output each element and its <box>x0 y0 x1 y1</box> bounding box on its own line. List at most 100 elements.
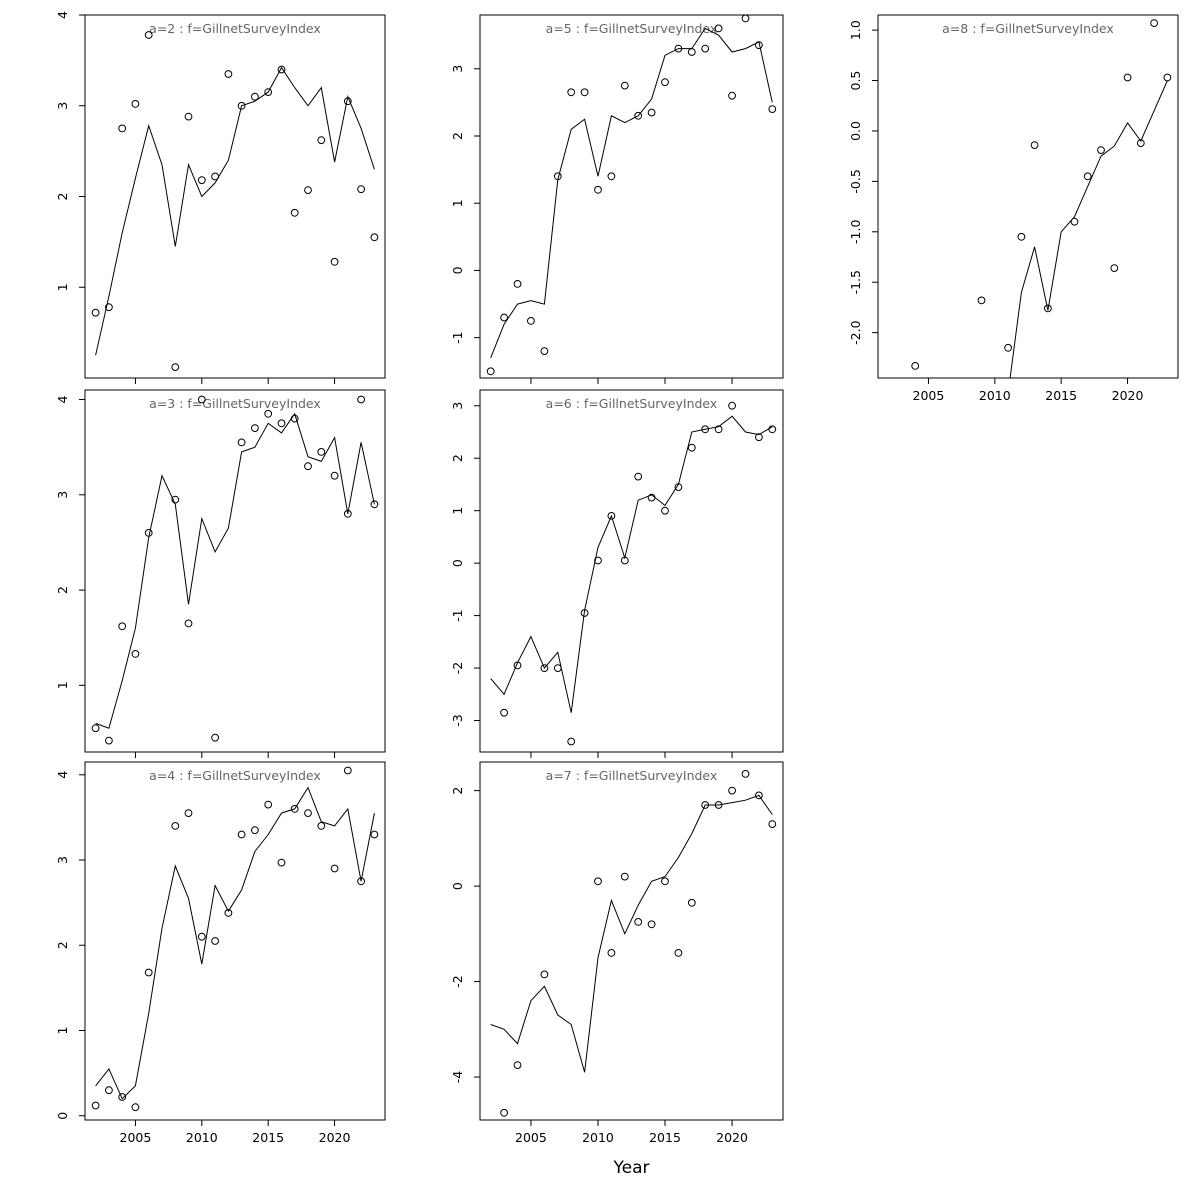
data-point <box>607 512 616 520</box>
data-point <box>1110 264 1119 273</box>
data-point <box>264 800 273 809</box>
data-point <box>768 105 777 113</box>
data-point <box>1083 172 1092 181</box>
data-point <box>486 367 495 376</box>
data-point <box>540 347 549 356</box>
x-axis-title: Year <box>613 1158 650 1178</box>
x-tick-label: 2010 <box>186 1130 218 1145</box>
data-point <box>594 877 602 886</box>
data-point <box>290 208 299 217</box>
data-point <box>144 968 153 977</box>
x-tick-label: 2005 <box>515 1130 547 1145</box>
data-point <box>131 100 140 108</box>
y-tick-label: 4 <box>55 771 70 779</box>
data-point <box>304 462 312 471</box>
data-point <box>184 619 193 628</box>
y-tick-label: 0 <box>450 559 465 567</box>
data-point <box>251 826 259 835</box>
data-point <box>755 41 763 50</box>
y-tick-label: 1 <box>55 283 70 291</box>
data-point <box>1017 232 1026 241</box>
data-point <box>728 401 737 410</box>
data-point <box>91 308 100 317</box>
data-point <box>118 124 127 133</box>
plot-box <box>84 14 386 379</box>
data-point <box>701 425 710 434</box>
y-tick-label: 0 <box>450 882 465 890</box>
data-point <box>741 770 750 778</box>
y-tick-label: 2 <box>55 193 70 201</box>
data-point <box>1123 73 1132 82</box>
data-point <box>661 78 669 87</box>
data-point <box>211 733 220 742</box>
y-tick-label: -2 <box>450 662 465 674</box>
x-tick-label: 2015 <box>252 1130 284 1145</box>
data-point <box>357 877 366 886</box>
data-point <box>620 872 629 881</box>
panel-title: a=8 : f=GillnetSurveyIndex <box>942 21 1114 36</box>
data-point <box>237 101 246 110</box>
data-point <box>567 737 576 746</box>
data-point <box>500 1108 508 1117</box>
data-point <box>741 14 750 23</box>
data-point <box>105 303 113 312</box>
data-point <box>607 949 616 957</box>
data-point <box>251 424 259 432</box>
panel-svg: -3 -2 -1 0 1 2 3 a=6 : f=GillnetSurveyIndex <box>450 389 784 758</box>
data-point <box>304 809 312 817</box>
y-tick-label: -1.0 <box>848 220 863 244</box>
data-point <box>728 91 737 100</box>
data-point <box>661 506 669 515</box>
y-tick-label: -4 <box>450 1071 465 1084</box>
data-point <box>674 483 683 491</box>
data-point <box>171 822 180 830</box>
panel-a3: 1 2 3 4 a=3 : f=GillnetSurveyIndex <box>25 375 395 797</box>
plot-box <box>84 389 386 753</box>
y-tick-label: 0 <box>55 1112 70 1120</box>
data-point <box>553 172 562 181</box>
fit-line <box>1009 80 1168 378</box>
panel-title: a=5 : f=GillnetSurveyIndex <box>546 21 718 36</box>
x-tick-label: 2005 <box>120 1130 152 1145</box>
panel-title: a=2 : f=GillnetSurveyIndex <box>149 21 321 36</box>
panel-svg: -2.0 -1.5 -1.0 -0.5 0.0 0.5 1.0 2005 2010 2015 202… <box>848 14 1179 403</box>
data-point <box>1150 19 1159 28</box>
data-point <box>144 31 153 39</box>
data-point <box>1030 141 1039 150</box>
data-point <box>647 920 656 929</box>
fit-line <box>95 786 375 1100</box>
data-point <box>687 443 696 452</box>
data-point <box>1136 139 1145 148</box>
data-point <box>264 88 273 96</box>
data-point <box>714 425 723 434</box>
plot-box <box>479 761 784 1121</box>
data-point <box>647 108 656 117</box>
data-point <box>197 176 206 185</box>
data-point <box>197 395 206 404</box>
data-point <box>197 932 206 941</box>
x-tick-label: 2020 <box>319 1130 351 1145</box>
data-point <box>118 622 127 631</box>
data-point <box>184 809 193 817</box>
y-tick-label: -3 <box>450 714 465 726</box>
data-point <box>171 495 180 504</box>
data-point <box>317 822 326 830</box>
data-point <box>977 296 986 305</box>
data-point <box>500 313 508 322</box>
data-point <box>264 409 273 418</box>
data-point <box>144 529 153 537</box>
x-tick-label: 2015 <box>649 1130 681 1145</box>
data-point <box>343 97 352 106</box>
y-tick-label: 1 <box>450 199 465 207</box>
data-point <box>343 766 352 775</box>
panel-svg: -1 0 1 2 3 a=5 : f=GillnetSurveyIndex <box>450 14 784 384</box>
fit-line <box>490 415 773 713</box>
data-point <box>634 472 643 481</box>
data-point <box>91 1101 100 1110</box>
data-point <box>500 708 508 717</box>
data-point <box>131 650 140 658</box>
y-tick-label: 2 <box>55 941 70 949</box>
panel-title: a=4 : f=GillnetSurveyIndex <box>149 768 321 783</box>
data-point <box>1097 146 1105 155</box>
y-tick-label: 1 <box>55 1027 70 1035</box>
